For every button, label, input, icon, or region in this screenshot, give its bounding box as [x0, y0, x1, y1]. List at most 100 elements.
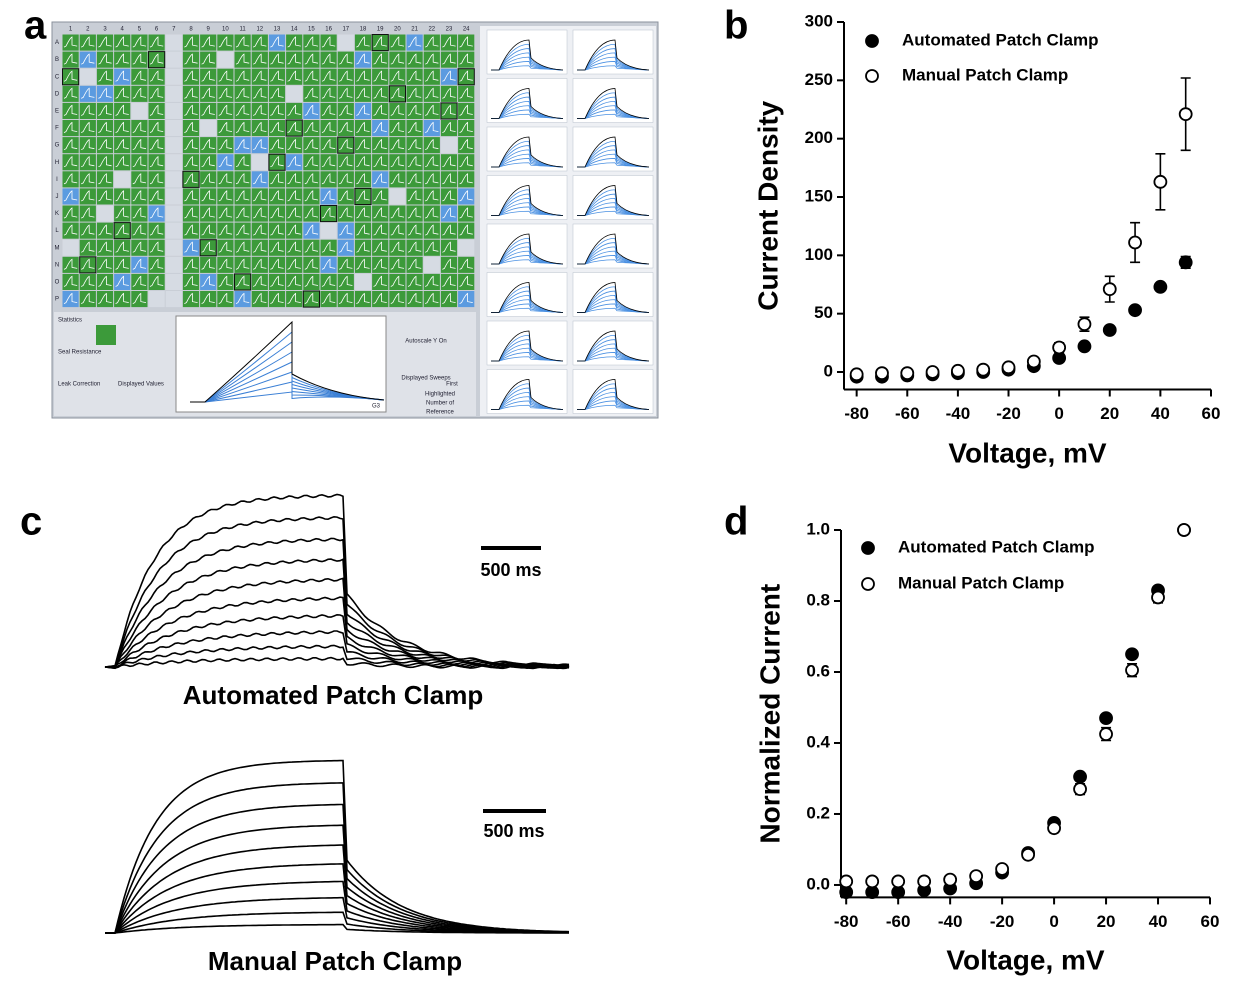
well [389, 154, 405, 170]
well [269, 240, 285, 256]
data-point [840, 875, 852, 887]
well [286, 35, 302, 51]
well [114, 223, 130, 239]
well [183, 154, 199, 170]
well [200, 240, 216, 256]
well [372, 35, 388, 51]
well [269, 274, 285, 290]
control-label: Number of [426, 401, 454, 407]
well [217, 69, 233, 85]
row-label: G [55, 143, 60, 149]
well [286, 188, 302, 204]
well [80, 52, 96, 68]
x-tick-label: 40 [1151, 404, 1170, 423]
well [407, 223, 423, 239]
well [149, 69, 165, 85]
well [355, 52, 371, 68]
well [252, 274, 268, 290]
well [389, 240, 405, 256]
legend-marker [866, 70, 878, 82]
well [441, 103, 457, 119]
well [217, 257, 233, 273]
well [338, 206, 354, 222]
well [286, 69, 302, 85]
well [217, 154, 233, 170]
data-point [927, 366, 939, 378]
well [252, 35, 268, 51]
well [389, 86, 405, 102]
y-tick-label: 50 [814, 303, 833, 322]
well [63, 188, 79, 204]
well [269, 291, 285, 307]
well [166, 291, 182, 307]
well [321, 69, 337, 85]
well [183, 137, 199, 153]
well [355, 223, 371, 239]
well [303, 69, 319, 85]
well [269, 69, 285, 85]
well [200, 120, 216, 136]
x-tick-label: 20 [1097, 912, 1116, 931]
row-label: P [55, 297, 59, 303]
column-label: 22 [428, 27, 435, 33]
well [166, 206, 182, 222]
well [372, 69, 388, 85]
row-label: E [55, 109, 59, 115]
row-label: N [55, 262, 59, 268]
well [149, 291, 165, 307]
x-axis-title: Voltage, mV [948, 437, 1107, 468]
data-point [1074, 771, 1086, 783]
well [458, 291, 474, 307]
well [149, 103, 165, 119]
well [114, 154, 130, 170]
mini-plot [573, 321, 653, 365]
well [321, 240, 337, 256]
well [286, 274, 302, 290]
column-label: 13 [274, 27, 281, 33]
data-point [1022, 849, 1034, 861]
well [303, 154, 319, 170]
well [458, 35, 474, 51]
well [389, 257, 405, 273]
well [441, 137, 457, 153]
well [355, 291, 371, 307]
well [217, 188, 233, 204]
well [389, 291, 405, 307]
well [286, 240, 302, 256]
well [183, 69, 199, 85]
column-label: 12 [256, 27, 263, 33]
well [97, 291, 113, 307]
well [114, 137, 130, 153]
well [407, 52, 423, 68]
well [235, 103, 251, 119]
column-label: 10 [222, 27, 229, 33]
well [252, 206, 268, 222]
well [183, 206, 199, 222]
well [217, 52, 233, 68]
data-point [1180, 256, 1192, 268]
data-point [1104, 283, 1116, 295]
row-label: H [55, 160, 59, 166]
x-tick-label: -60 [886, 912, 911, 931]
well [355, 120, 371, 136]
row-label: A [55, 40, 59, 46]
well [149, 206, 165, 222]
well [149, 240, 165, 256]
well [149, 137, 165, 153]
well [355, 137, 371, 153]
well [269, 257, 285, 273]
well [217, 274, 233, 290]
legend-marker [862, 542, 874, 554]
well [200, 223, 216, 239]
column-label: 24 [463, 27, 470, 33]
y-tick-label: 250 [805, 70, 833, 89]
well [235, 120, 251, 136]
data-point [1126, 664, 1138, 676]
well [166, 137, 182, 153]
well [80, 137, 96, 153]
x-tick-label: 40 [1149, 912, 1168, 931]
x-tick-label: -60 [895, 404, 920, 423]
well [114, 188, 130, 204]
data-point [1048, 822, 1060, 834]
data-point [1152, 591, 1164, 603]
